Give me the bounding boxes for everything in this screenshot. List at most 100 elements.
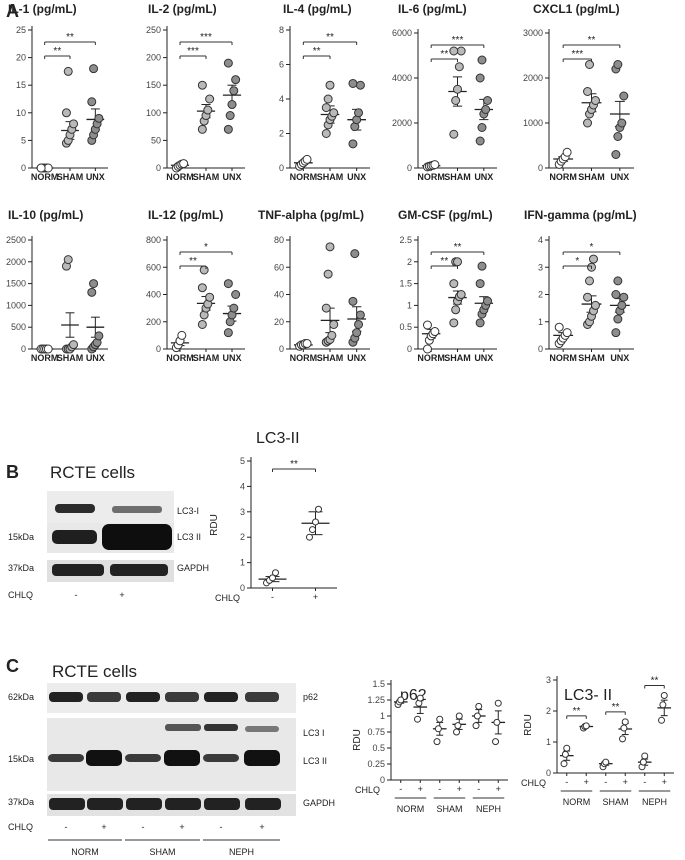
data-point [453,257,462,267]
data-point [617,300,627,310]
significance-label: ** [53,46,61,57]
x-tick-label: SHAM [193,353,220,363]
chart-gmcsf: GM-CSF (pg/mL) 0 0.5 1 1.5 2 2.5 NORM SHAM UNX ** *… [398,208,497,363]
data-point [449,46,459,56]
data-point [321,103,331,113]
data-point [227,100,237,110]
band-label: GAPDH [303,798,335,808]
x-tick-label: UNX [474,353,493,363]
significance-label: ** [440,256,448,267]
panel-letter-b: B [6,462,19,482]
x-tick-label: SHAM [444,353,471,363]
data-point [223,124,233,134]
band-lc3ii [86,750,122,766]
data-point [449,279,459,289]
marker-label: 62kDa [8,692,34,702]
band-p62 [245,692,279,702]
y-tick-label: 1 [546,737,551,747]
band-lc3ii [203,754,239,762]
data-point [422,320,432,330]
chart-title: IFN-gamma (pg/mL) [524,208,637,222]
data-point [561,750,569,758]
lane-label: + [259,822,264,832]
chart-title: IL-6 (pg/mL) [398,2,467,16]
group-label: NEPH [229,847,254,857]
x-tick-label: UNX [347,353,366,363]
marker-label: 37kDa [8,797,34,807]
y-tick-label: 150 [146,80,161,90]
data-point [430,160,440,170]
band-lc3ii [48,754,84,762]
x-tick-label: - [643,777,646,787]
y-tick-label: 60 [274,262,284,272]
group-label: NORM [563,797,591,807]
data-point [231,75,241,85]
y-tick-label: 0 [407,344,412,354]
y-tick-label: 1.5 [399,279,412,289]
y-tick-label: 0.5 [399,322,412,332]
data-point [583,87,593,96]
chart-title: LC3-II [256,430,300,447]
data-point [493,718,501,726]
x-tick-label: SHAM [578,353,605,363]
data-point [197,80,207,90]
y-tick-label: 0 [407,163,412,173]
data-point [231,290,241,299]
data-point [229,303,239,313]
x-tick-label: SHAM [578,172,605,182]
band-lc3i-lane2 [112,506,162,513]
band-p62 [87,692,121,702]
y-tick-label: 20 [16,53,26,63]
x-tick-label: - [438,784,441,794]
data-point [414,715,422,723]
x-tick-label: - [604,777,607,787]
x-tick-label: NORM [417,172,445,182]
y-tick-label: 2000 [6,257,26,267]
lane-label: - [65,822,68,832]
data-point [43,344,53,354]
chart-il2: IL-2 (pg/mL) 0 50 100 150 200 250 NORM SHAM UNX **… [146,2,245,182]
x-tick-label: NORM [290,172,318,182]
significance-label: ** [313,46,321,57]
data-point [455,712,463,720]
group-label: SHAM [149,847,175,857]
significance-label: ** [326,32,334,43]
x-tick-label: UNX [610,353,629,363]
y-tick-label: 4 [240,481,245,491]
treatment-label: CHLQ [8,822,33,832]
data-point [348,296,358,306]
data-point [205,94,215,104]
chart-title: IL-12 (pg/mL) [148,208,223,222]
y-tick-label: 0 [21,344,26,354]
y-tick-label: 4000 [392,73,412,83]
x-tick-label: SHAM [317,172,344,182]
data-point [619,91,629,101]
y-tick-label: 1500 [6,279,26,289]
band-gapdh [126,798,162,810]
data-point [321,129,331,138]
y-tick-label: 0 [546,768,551,778]
y-tick-label: 0 [156,163,161,173]
panel-letter-c: C [6,656,19,676]
band-gapdh [87,798,123,810]
y-tick-label: 1 [380,711,385,721]
data-point [352,328,362,338]
y-tick-label: 2 [240,532,245,542]
lane-label: - [142,822,145,832]
data-point [481,105,491,114]
data-point [430,327,440,337]
lane-label: + [101,822,106,832]
band-lc3ii-lane2 [102,524,172,550]
significance-label: *** [571,49,583,60]
y-tick-label: 80 [274,235,284,245]
x-tick-label: + [623,777,628,787]
y-tick-label: 0 [538,344,543,354]
x-tick-label: + [662,777,667,787]
x-tick-label: SHAM [57,353,84,363]
data-point [620,724,628,732]
y-axis-label: RDU [352,729,363,751]
data-point [583,118,593,128]
x-tick-label: NORM [290,353,318,363]
data-point [229,86,239,96]
